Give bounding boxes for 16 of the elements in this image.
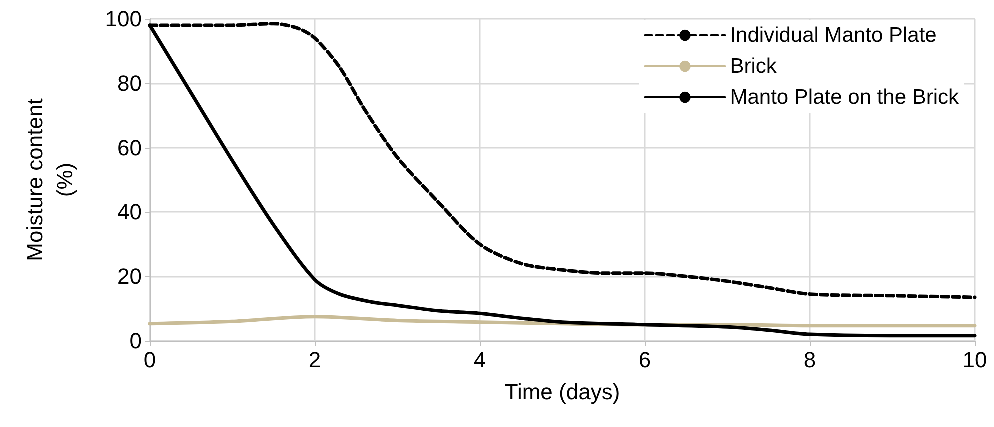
x-axis-title: Time (days) — [504, 380, 620, 404]
x-tick-label: 2 — [308, 348, 322, 372]
y-axis-title: Moisture content (%) — [22, 98, 78, 262]
legend-label: Individual Manto Plate — [730, 24, 937, 47]
legend-label: Brick — [730, 55, 778, 78]
legend-label: Manto Plate on the Brick — [730, 86, 960, 109]
y-tick-label: 80 — [118, 70, 142, 96]
x-tick-label: 4 — [474, 348, 486, 372]
y-tick-label: 0 — [130, 328, 142, 354]
y-tick-label: 60 — [118, 135, 142, 160]
x-tick-label: 6 — [638, 348, 652, 372]
x-tick-label: 10 — [962, 348, 988, 372]
y-tick-label: 40 — [118, 200, 142, 225]
y-tick-label: 20 — [118, 264, 142, 290]
y-tick-label: 100 — [105, 6, 142, 32]
x-tick-label: 8 — [804, 348, 816, 372]
